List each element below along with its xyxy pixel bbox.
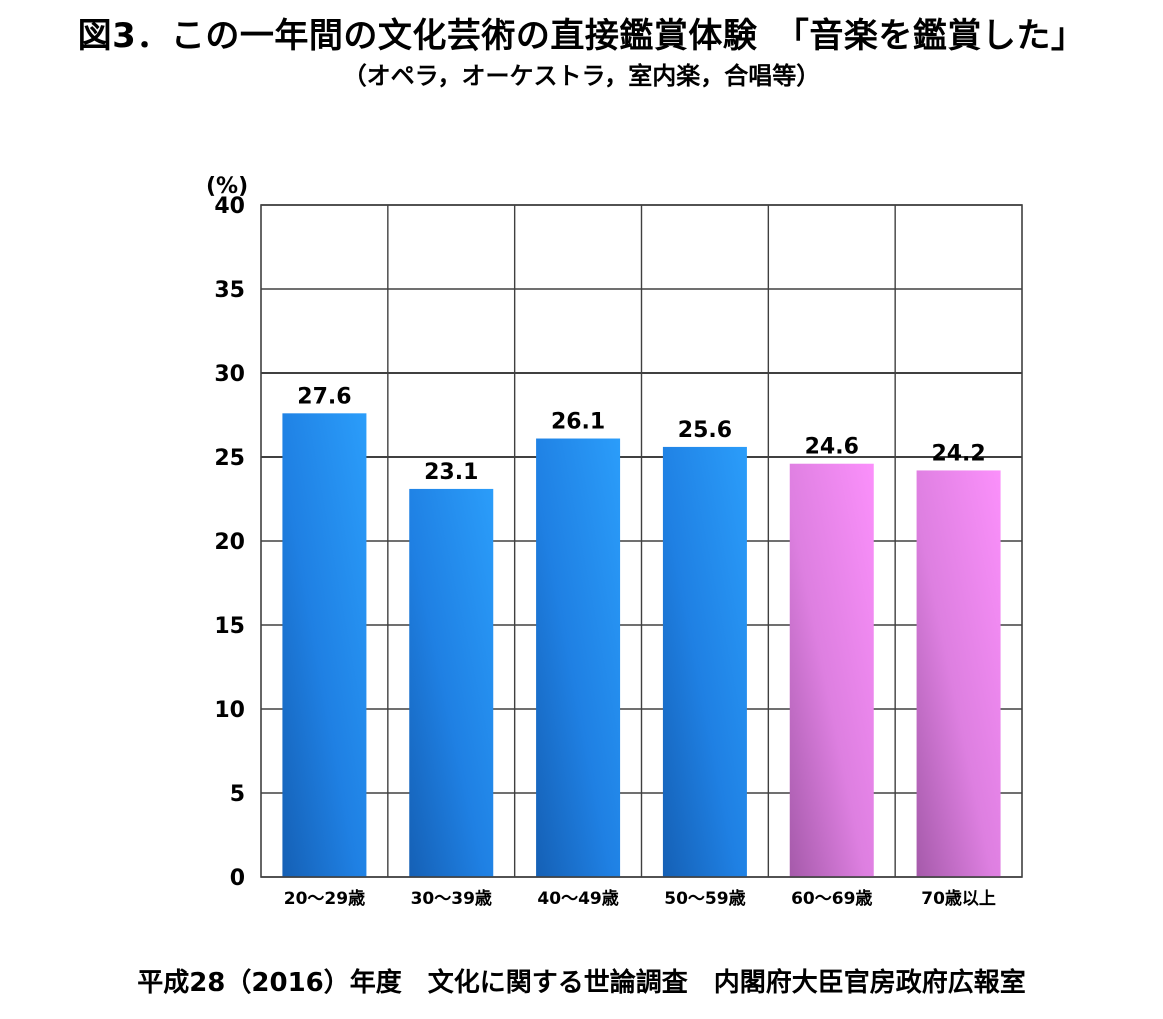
bar xyxy=(789,463,874,877)
bar-value-label: 24.6 xyxy=(805,435,859,460)
x-tick-label: 20～29歳 xyxy=(284,888,365,909)
plot-border xyxy=(260,204,1023,878)
y-tick-label: 5 xyxy=(230,782,245,807)
bar-value-label: 24.2 xyxy=(931,441,985,466)
y-tick-label: 40 xyxy=(214,194,245,219)
labels: 0 5 10 15 20 25 30 35 40 27.6 20～29歳 23.1 30～39歳 26.1… xyxy=(214,194,996,909)
x-tick-label: 70歳以上 xyxy=(921,888,996,909)
bar-value-label: 23.1 xyxy=(424,460,478,485)
x-tick-label: 60～69歳 xyxy=(791,888,872,909)
bar-value-label: 26.1 xyxy=(551,410,605,435)
chart-subtitle: （オペラ，オーケストラ，室内楽，合唱等） xyxy=(342,62,821,90)
y-tick-label: 0 xyxy=(230,866,245,891)
y-tick-label: 35 xyxy=(214,278,245,303)
bar xyxy=(916,470,1001,877)
chart-source-note: 平成28（2016）年度 文化に関する世論調査 内閣府大臣官房政府広報室 xyxy=(137,968,1026,998)
y-tick-label: 10 xyxy=(214,698,245,723)
bar xyxy=(536,438,621,877)
x-tick-label: 50～59歳 xyxy=(664,888,745,909)
y-tick-label: 25 xyxy=(214,446,245,471)
x-tick-label: 40～49歳 xyxy=(537,888,618,909)
y-tick-label: 20 xyxy=(214,530,245,555)
bar xyxy=(282,413,367,877)
bar xyxy=(662,446,747,877)
bars xyxy=(282,413,1001,877)
y-axis-unit-label: (%) xyxy=(206,174,249,199)
bar-value-label: 25.6 xyxy=(678,418,732,443)
grid xyxy=(261,204,1022,878)
bar-value-label: 27.6 xyxy=(297,384,351,409)
bar xyxy=(409,488,494,877)
y-tick-label: 30 xyxy=(214,362,245,387)
plot-frame xyxy=(260,204,1023,878)
chart-title: 図3．この一年間の文化芸術の直接鑑賞体験 「音楽を鑑賞した」 xyxy=(77,16,1086,56)
x-tick-label: 30～39歳 xyxy=(411,888,492,909)
y-tick-label: 15 xyxy=(214,614,245,639)
